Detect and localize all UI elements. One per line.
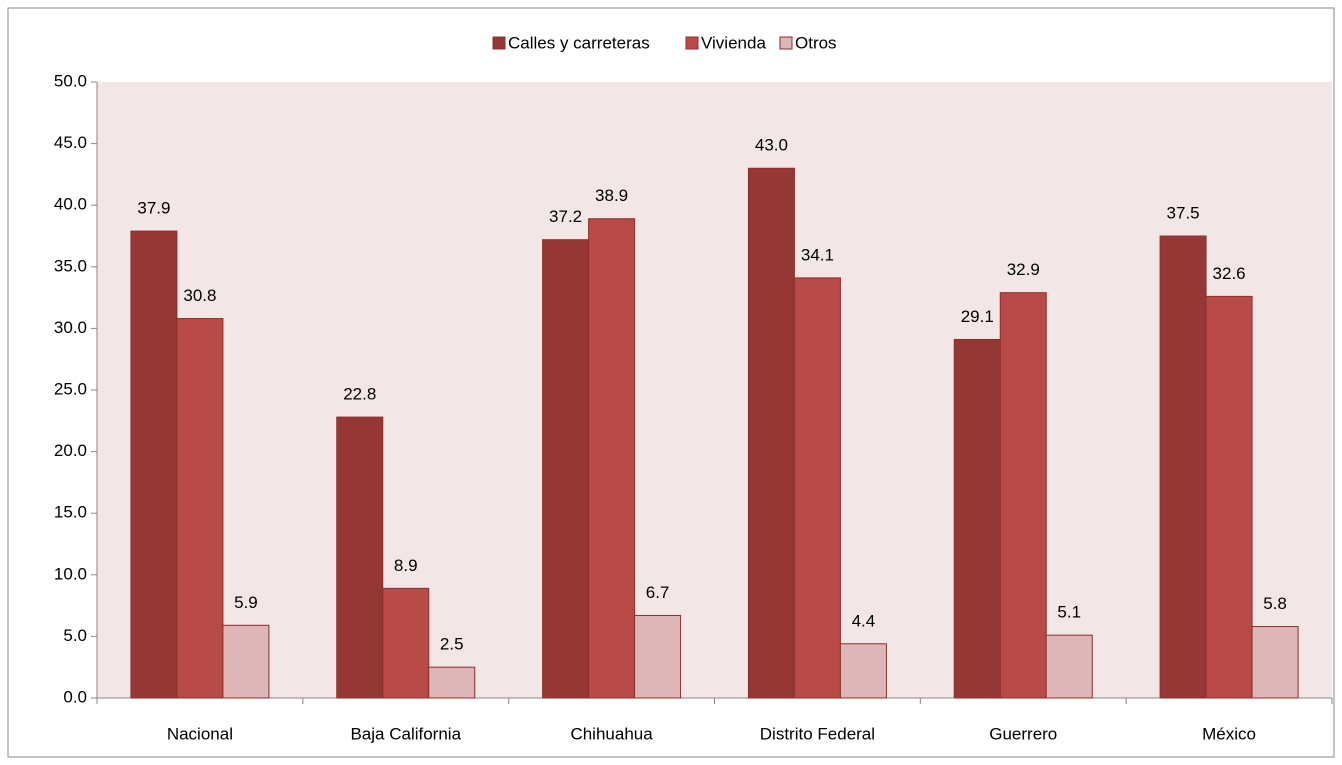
data-label: 4.4 [852, 611, 876, 630]
x-tick-label: Nacional [167, 724, 233, 743]
bar [336, 416, 384, 699]
y-tick-label: 15.0 [54, 503, 87, 522]
bar [1159, 235, 1207, 699]
y-tick-label: 30.0 [54, 318, 87, 337]
data-label: 8.9 [394, 556, 418, 575]
data-label: 37.9 [137, 199, 170, 218]
bar [1045, 634, 1093, 699]
data-label: 5.9 [234, 593, 258, 612]
bar [953, 338, 1001, 699]
legend-swatch [779, 36, 793, 50]
data-label: 22.8 [343, 385, 376, 404]
bar [176, 318, 224, 699]
bar [1251, 626, 1299, 699]
bar [428, 666, 476, 699]
bar [222, 624, 270, 699]
bar [542, 239, 590, 699]
y-tick-label: 10.0 [54, 564, 87, 583]
bar [1205, 295, 1253, 699]
data-label: 5.8 [1263, 594, 1287, 613]
legend-label: Calles y carreteras [508, 33, 650, 52]
data-label: 34.1 [801, 245, 834, 264]
y-tick-label: 20.0 [54, 441, 87, 460]
data-label: 6.7 [646, 583, 670, 602]
bar [382, 587, 430, 699]
data-label: 29.1 [961, 307, 994, 326]
data-label: 37.2 [549, 207, 582, 226]
data-label: 43.0 [755, 136, 788, 155]
legend-label: Vivienda [701, 33, 766, 52]
legend-label: Otros [795, 33, 837, 52]
x-tick-label: México [1202, 724, 1256, 743]
y-tick-label: 50.0 [54, 71, 87, 90]
data-label: 2.5 [440, 635, 464, 654]
data-label: 32.6 [1213, 264, 1246, 283]
x-tick-label: Baja California [350, 724, 461, 743]
bar [588, 218, 636, 699]
data-label: 37.5 [1167, 203, 1200, 222]
y-tick-label: 0.0 [63, 687, 87, 706]
x-tick-label: Guerrero [989, 724, 1057, 743]
plot-area [97, 82, 1332, 698]
y-tick-label: 45.0 [54, 133, 87, 152]
bar [634, 614, 682, 699]
y-tick-label: 25.0 [54, 379, 87, 398]
data-label: 30.8 [183, 286, 216, 305]
y-tick-label: 5.0 [63, 626, 87, 645]
data-label: 32.9 [1007, 260, 1040, 279]
bar [747, 167, 795, 699]
legend-swatch [492, 36, 506, 50]
y-tick-label: 35.0 [54, 256, 87, 275]
legend-swatch [685, 36, 699, 50]
bar [793, 277, 841, 699]
bar [839, 643, 887, 699]
bar [130, 230, 178, 699]
x-tick-label: Distrito Federal [760, 724, 875, 743]
bar [999, 292, 1047, 699]
x-tick-label: Chihuahua [570, 724, 653, 743]
data-label: 5.1 [1057, 603, 1081, 622]
data-label: 38.9 [595, 186, 628, 205]
y-tick-label: 40.0 [54, 195, 87, 214]
